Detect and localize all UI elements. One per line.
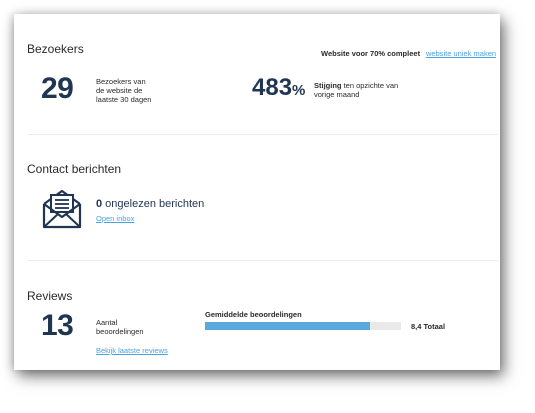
messages-section: Contact berichten 0 ongelezen berichten … — [14, 135, 500, 260]
unread-messages: 0 ongelezen berichten — [96, 198, 205, 210]
avg-rating-bar-fill — [205, 322, 370, 330]
reviews-title: Reviews — [27, 289, 73, 303]
envelope-icon — [41, 188, 83, 230]
growth-value: 483% — [252, 74, 306, 101]
view-reviews-link[interactable]: Bekijk laatste reviews — [96, 346, 168, 355]
growth-desc: Stijging ten opzichte van vorige maand — [314, 81, 399, 99]
open-inbox-link[interactable]: Open inbox — [96, 214, 135, 223]
visitor-count: 29 — [41, 72, 74, 105]
visitor-count-desc: Bezoekers van de website de laatste 30 d… — [96, 77, 152, 104]
review-count-desc: Aantal beoordelingen — [96, 318, 144, 336]
dashboard-card: Bezoekers Website voor 70% compleet webs… — [14, 14, 500, 370]
section-divider — [28, 134, 498, 135]
avg-rating-label: Gemiddelde beoordelingen — [205, 310, 302, 319]
review-count: 13 — [41, 309, 74, 342]
messages-title: Contact berichten — [27, 162, 122, 176]
visitors-title: Bezoekers — [27, 42, 84, 56]
website-unique-link[interactable]: website uniek maken — [426, 49, 497, 58]
section-divider — [28, 260, 498, 261]
website-complete-label: Website voor 70% compleet — [321, 49, 421, 58]
avg-rating-bar — [205, 322, 401, 330]
reviews-section: Reviews 13 Aantal beoordelingen Gemiddel… — [14, 261, 500, 370]
visitors-section: Bezoekers Website voor 70% compleet webs… — [14, 14, 500, 134]
avg-rating-total: 8,4 Totaal — [411, 322, 446, 331]
